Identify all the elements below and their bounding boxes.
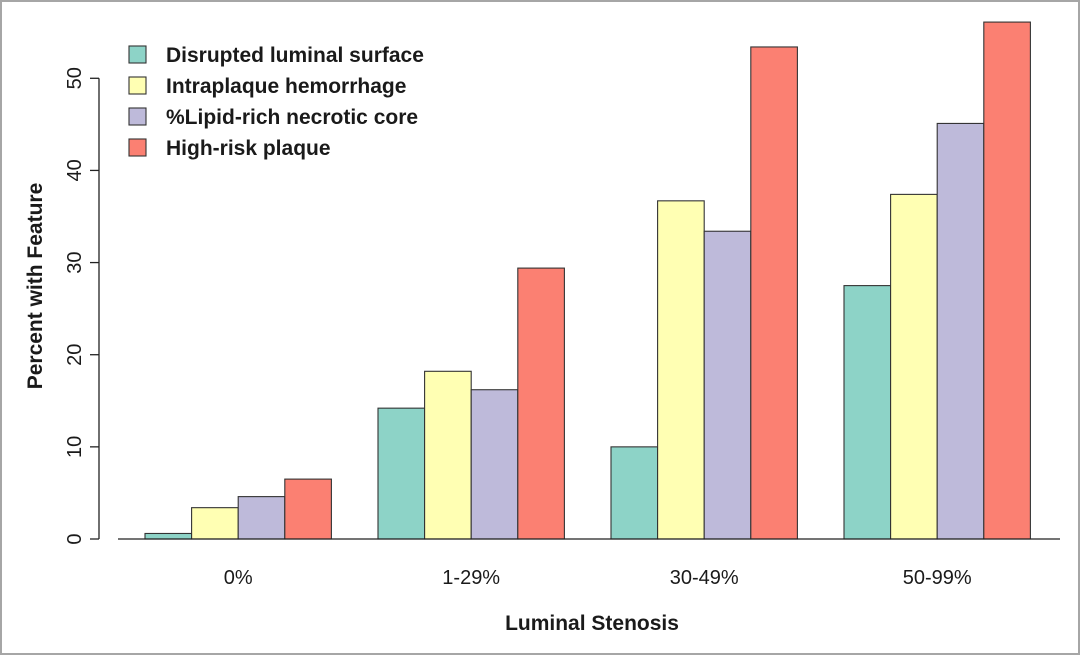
y-tick-label: 50 — [64, 67, 86, 89]
x-tick-label: 50-99% — [903, 567, 972, 589]
bar-2-2 — [703, 230, 752, 540]
legend-swatch — [128, 45, 147, 64]
y-tick-label: 10 — [64, 436, 86, 458]
legend-swatch — [128, 107, 147, 126]
legend: Disrupted luminal surface Intraplaque hem… — [128, 44, 424, 160]
y-tick-label: 40 — [64, 159, 86, 181]
bar-1-3 — [517, 267, 565, 540]
y-tick-label: 30 — [64, 251, 86, 273]
bar-1-0 — [377, 407, 426, 540]
x-tick-label: 1-29% — [442, 567, 500, 589]
legend-swatch — [128, 76, 147, 95]
bar-0-0 — [144, 532, 193, 540]
x-axis: 0% 1-29% 30-49% 50-99% — [118, 538, 1060, 589]
legend-label: High-risk plaque — [166, 137, 331, 160]
bar-1-2 — [470, 389, 519, 540]
bar-3-2 — [936, 122, 985, 540]
bar-3-3 — [983, 21, 1031, 540]
legend-label: Intraplaque hemorrhage — [166, 75, 406, 98]
bar-3-1 — [890, 193, 938, 540]
legend-label: %Lipid-rich necrotic core — [166, 106, 418, 129]
bar-0-1 — [191, 507, 239, 540]
bar-0-2 — [237, 496, 286, 540]
y-tick-label: 20 — [64, 344, 86, 366]
bars — [144, 21, 1031, 540]
bar-2-3 — [750, 46, 798, 540]
bar-2-0 — [610, 446, 659, 540]
y-tick-label: 0 — [64, 533, 86, 544]
y-axis-title: Percent with Feature — [24, 183, 47, 390]
bar-3-0 — [843, 285, 892, 540]
bar-0-3 — [284, 478, 332, 540]
x-tick-label: 30-49% — [670, 567, 739, 589]
y-axis: 0 10 20 30 40 50 — [64, 67, 100, 545]
x-tick-label: 0% — [224, 567, 253, 589]
bar-1-1 — [424, 370, 472, 540]
legend-label: Disrupted luminal surface — [166, 44, 424, 67]
bar-2-1 — [657, 200, 705, 540]
legend-swatch — [128, 138, 147, 157]
x-axis-title: Luminal Stenosis — [505, 612, 679, 635]
